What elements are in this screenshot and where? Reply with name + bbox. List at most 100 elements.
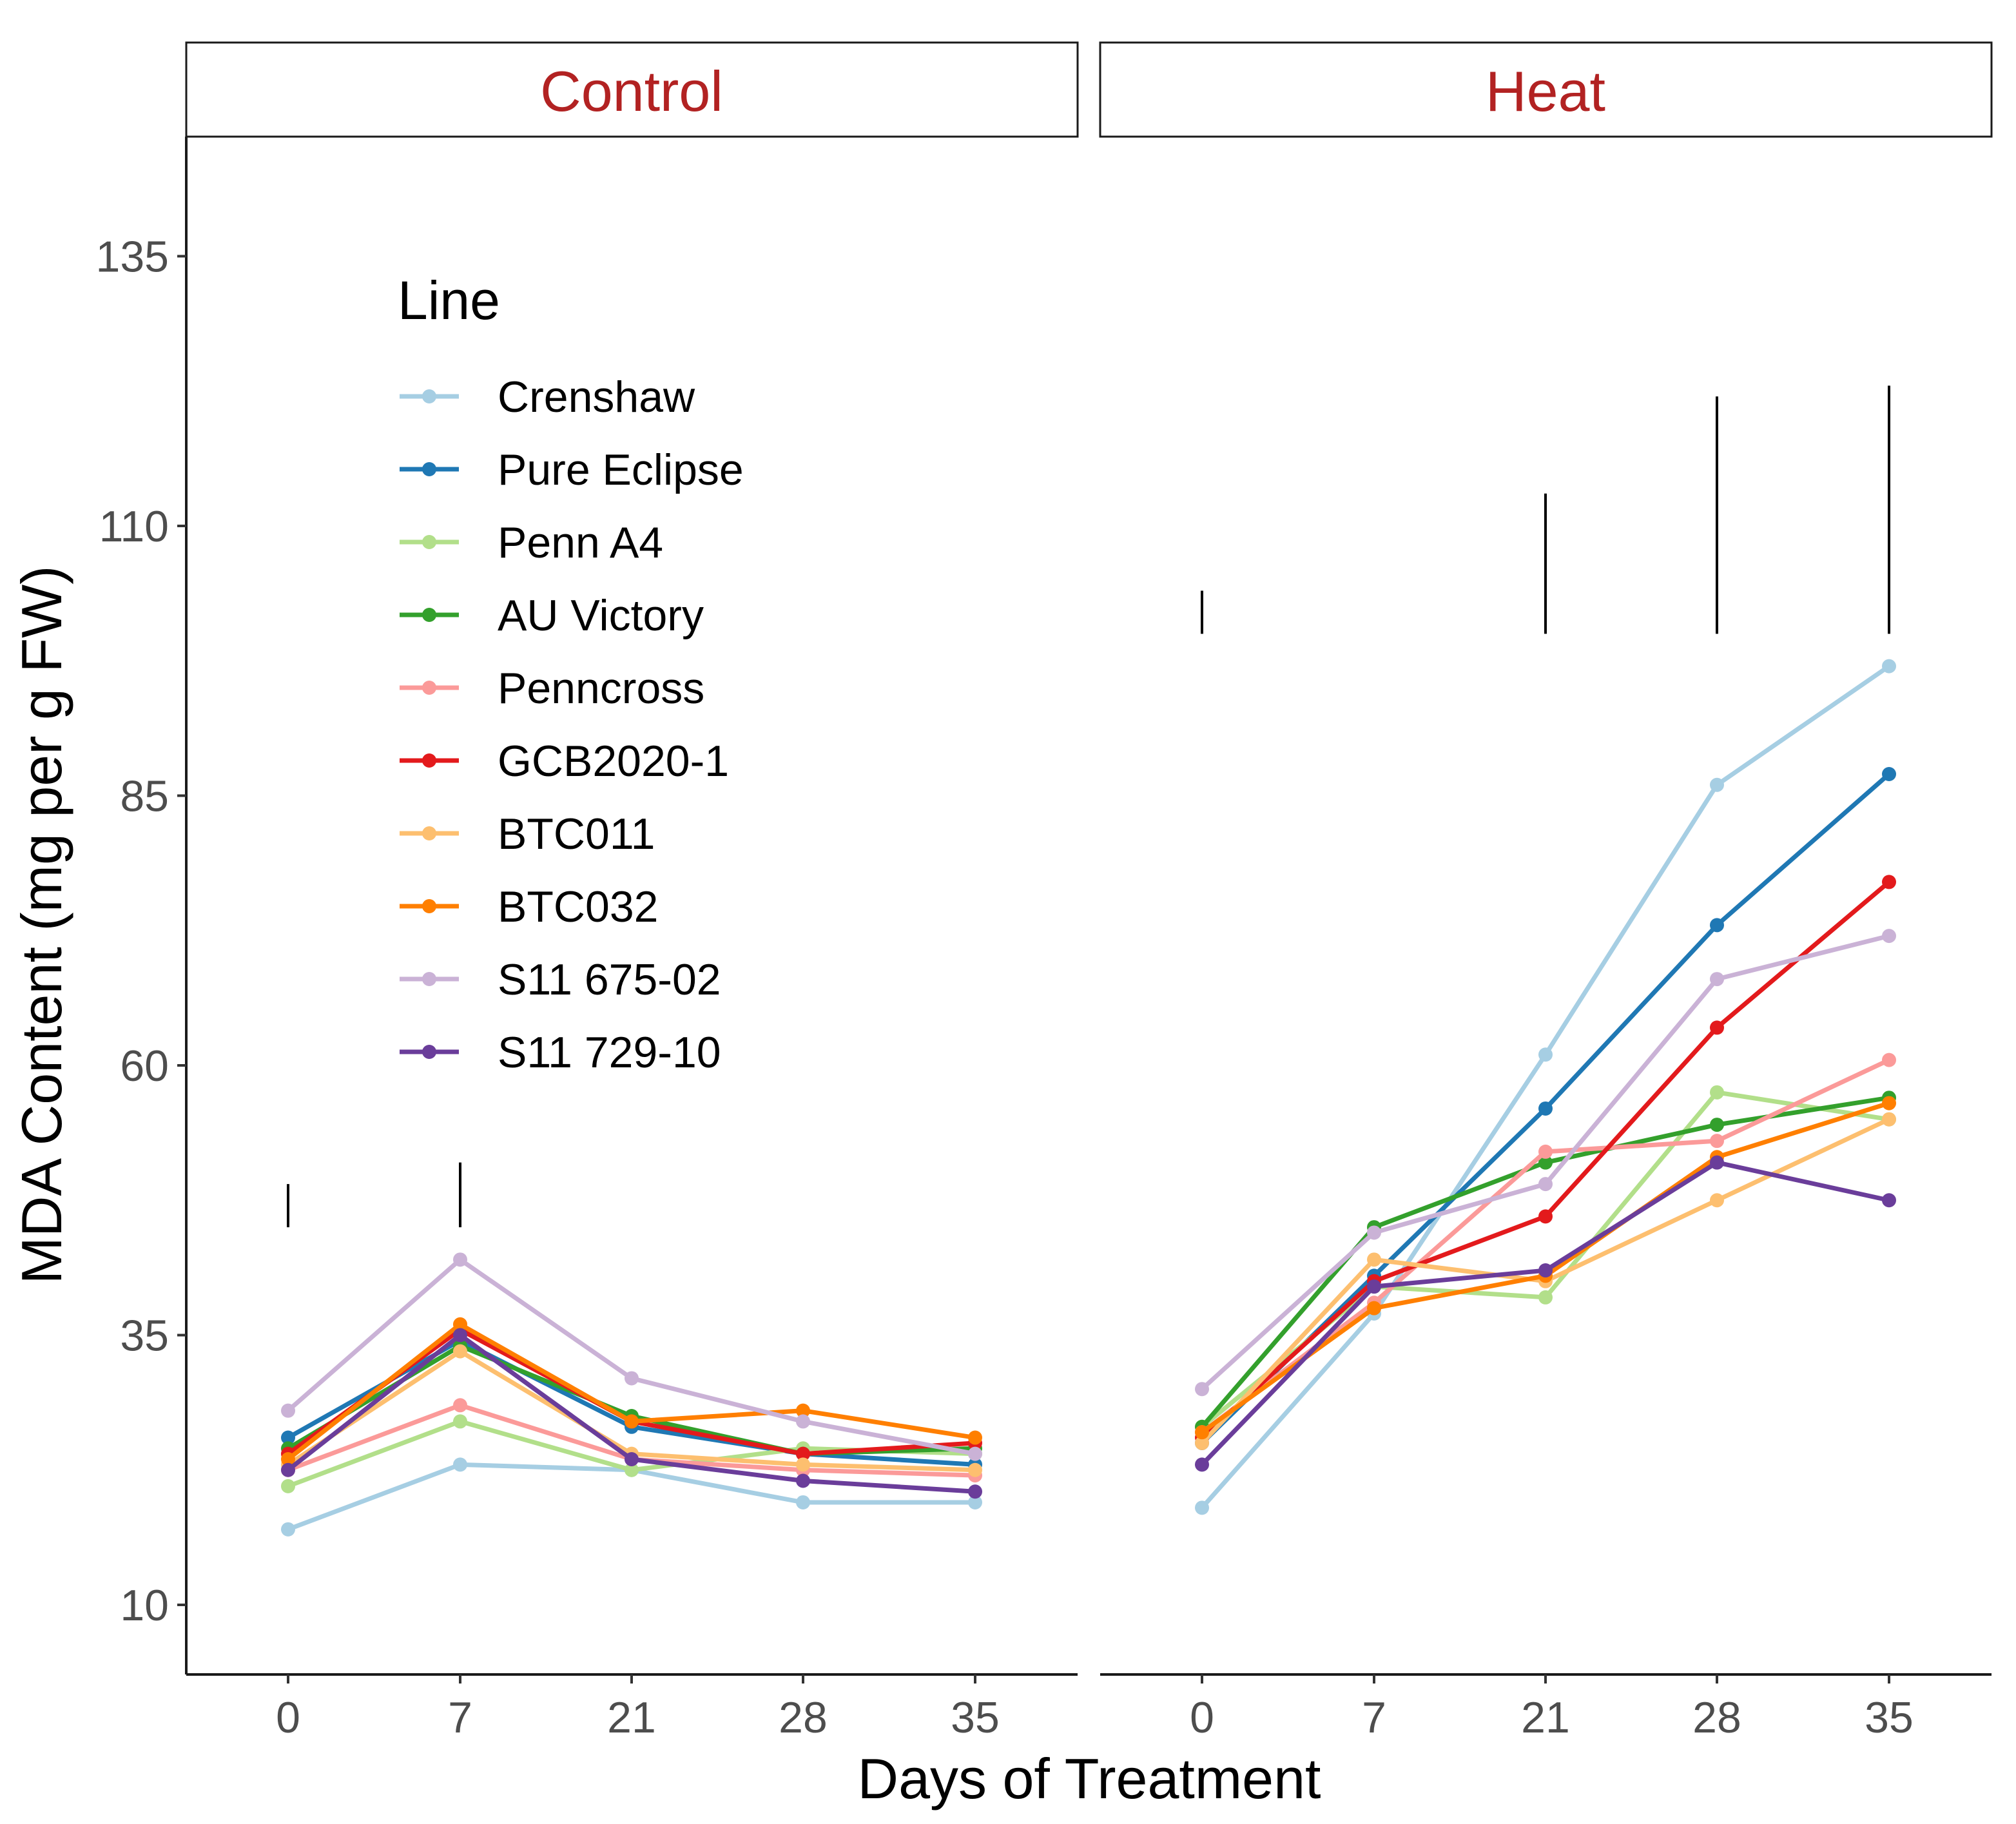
legend-label: Penn A4 [498, 518, 663, 567]
data-point-s11-675-02 [1367, 1225, 1381, 1240]
data-point-crenshaw [1710, 777, 1724, 792]
y-tick-label: 35 [120, 1312, 169, 1361]
legend-key-point [422, 753, 436, 768]
data-point-btc011 [796, 1457, 810, 1472]
data-point-penn-a4 [453, 1414, 467, 1429]
data-point-btc011 [453, 1344, 467, 1359]
data-point-s11-675-02 [1882, 929, 1896, 944]
facet-strip-control: Control [185, 41, 1079, 138]
data-point-penn-a4 [1538, 1290, 1553, 1305]
data-point-pure-eclipse [1710, 918, 1724, 933]
data-point-btc032 [1195, 1425, 1209, 1440]
legend-item: Pure Eclipse [400, 445, 744, 494]
legend-title: Line [398, 270, 500, 331]
data-point-s11-729-10 [625, 1452, 639, 1467]
data-point-s11-729-10 [1367, 1279, 1381, 1294]
data-point-crenshaw [1882, 659, 1896, 674]
data-point-penncross [1538, 1144, 1553, 1159]
x-tick-label: 35 [1865, 1693, 1914, 1742]
data-point-s11-729-10 [968, 1484, 982, 1499]
series-line-au-victory-control [287, 1343, 976, 1457]
data-point-s11-675-02 [1710, 972, 1724, 987]
facet-strip-control-box [185, 41, 1079, 138]
legend-label: BTC011 [498, 810, 655, 859]
data-point-pure-eclipse [281, 1430, 295, 1445]
data-point-s11-675-02 [796, 1414, 810, 1429]
x-axis-title: Days of Treatment [858, 1747, 1321, 1810]
x-tick-label: 7 [1362, 1693, 1386, 1742]
series-line-crenshaw-heat [1200, 664, 1890, 1509]
data-point-pure-eclipse [1538, 1101, 1553, 1116]
data-point-btc032 [281, 1452, 295, 1467]
data-point-crenshaw [281, 1522, 295, 1537]
legend: Line Crenshaw Pure Eclipse Penn A4 AU Victo… [398, 270, 744, 1077]
data-point-btc032 [453, 1317, 467, 1332]
legend-item: Crenshaw [400, 373, 695, 422]
data-point-s11-729-10 [281, 1462, 295, 1477]
y-tick-label: 110 [99, 502, 169, 551]
data-point-gcb2020-1 [796, 1446, 810, 1461]
data-point-penncross [1710, 1134, 1724, 1149]
data-point-pure-eclipse [1882, 767, 1896, 782]
legend-item: S11 729-10 [400, 1028, 721, 1077]
legend-key-point [422, 535, 436, 549]
legend-label: S11 675-02 [498, 955, 721, 1004]
data-point-s11-675-02 [968, 1446, 982, 1461]
x-tick-label: 28 [779, 1693, 828, 1742]
facet-strip-heat: Heat [1099, 41, 1993, 138]
data-point-s11-729-10 [1710, 1155, 1724, 1170]
data-point-au-victory [1710, 1118, 1724, 1132]
legend-key-point [422, 899, 436, 913]
legend-label: AU Victory [498, 591, 704, 640]
x-axis-ticks: 0 7 21 28 35 0 7 21 28 35 [276, 1674, 1914, 1742]
data-point-btc032 [625, 1414, 639, 1429]
legend-label: BTC032 [498, 882, 658, 931]
facet-strip-control-label: Control [540, 59, 723, 123]
legend-key-point [422, 972, 436, 986]
data-point-s11-675-02 [453, 1252, 467, 1267]
data-point-btc032 [968, 1430, 982, 1445]
data-point-btc011 [1195, 1435, 1209, 1450]
data-point-btc032 [1882, 1096, 1896, 1111]
data-point-s11-675-02 [625, 1371, 639, 1386]
data-point-s11-729-10 [1882, 1193, 1896, 1208]
legend-label: GCB2020-1 [498, 737, 729, 786]
data-point-gcb2020-1 [1710, 1020, 1724, 1035]
x-tick-label: 7 [448, 1693, 472, 1742]
y-axis-title: MDA Content (mg per g FW) [10, 566, 73, 1285]
legend-label: S11 729-10 [498, 1028, 721, 1077]
data-point-s11-675-02 [1195, 1382, 1209, 1397]
data-point-gcb2020-1 [1538, 1209, 1553, 1224]
legend-label: Penncross [498, 664, 704, 713]
series-line-penn-a4-heat [1200, 1090, 1890, 1429]
legend-item: S11 675-02 [400, 955, 721, 1004]
x-tick-label: 21 [607, 1693, 656, 1742]
x-tick-label: 28 [1692, 1693, 1741, 1742]
data-point-crenshaw [1195, 1500, 1209, 1515]
data-point-penncross [453, 1398, 467, 1413]
data-point-s11-729-10 [796, 1473, 810, 1488]
data-point-penn-a4 [1710, 1085, 1724, 1100]
legend-item: AU Victory [400, 591, 704, 640]
data-point-penncross [1882, 1053, 1896, 1067]
legend-key-point [422, 681, 436, 695]
data-point-btc032 [796, 1403, 810, 1418]
legend-key-point [422, 1045, 436, 1059]
significance-bars [287, 385, 1890, 1228]
legend-item: Penn A4 [400, 518, 663, 567]
data-point-crenshaw [796, 1495, 810, 1509]
legend-label: Crenshaw [498, 373, 695, 422]
legend-item: BTC011 [400, 810, 655, 859]
data-point-crenshaw [1538, 1047, 1553, 1062]
data-point-s11-729-10 [1195, 1457, 1209, 1472]
data-point-s11-729-10 [453, 1328, 467, 1343]
data-point-btc011 [1710, 1193, 1724, 1208]
y-tick-label: 85 [120, 772, 169, 821]
legend-item: BTC032 [400, 882, 658, 931]
facet-strip-heat-box [1099, 41, 1993, 138]
y-tick-label: 10 [120, 1581, 169, 1630]
series-line-s11-729-10-heat [1200, 1160, 1890, 1466]
data-point-s11-729-10 [1538, 1263, 1553, 1278]
legend-label: Pure Eclipse [498, 445, 744, 494]
x-tick-label: 35 [951, 1693, 1000, 1742]
